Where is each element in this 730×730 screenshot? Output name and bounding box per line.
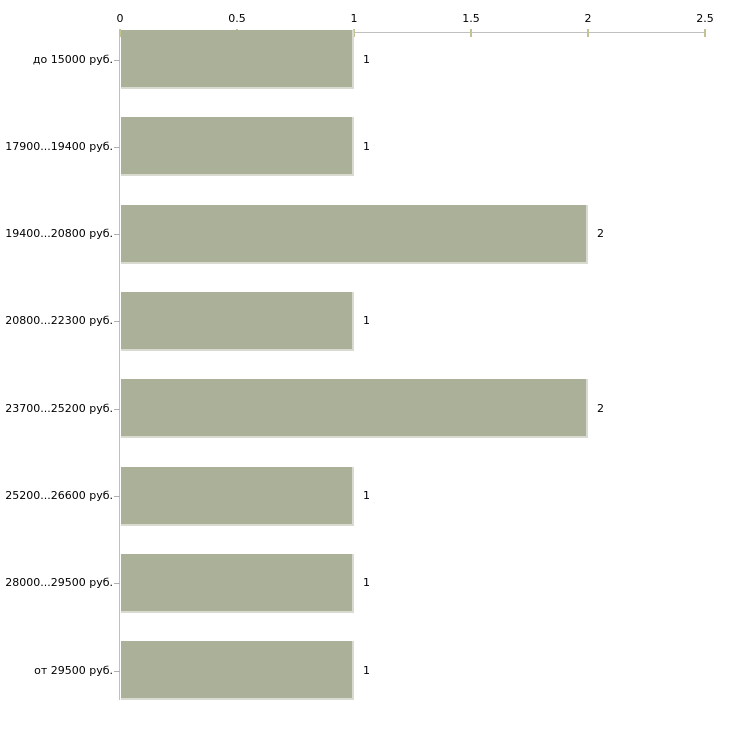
value-label: 1 <box>363 663 370 677</box>
y-tick-mark <box>114 234 120 235</box>
bar <box>121 117 354 177</box>
y-axis-line <box>119 32 120 700</box>
bar <box>121 291 354 351</box>
category-label: 17900...19400 руб. <box>5 139 113 153</box>
value-label: 1 <box>363 314 370 328</box>
category-label: от 29500 руб. <box>34 663 113 677</box>
x-tick-label: 1 <box>350 12 358 25</box>
x-tick-label: 0 <box>116 12 124 25</box>
category-label: 23700...25200 руб. <box>5 401 113 415</box>
y-tick-mark <box>114 321 120 322</box>
x-tick-label: 1.5 <box>462 12 480 25</box>
y-tick-mark <box>114 496 120 497</box>
bar <box>121 466 354 526</box>
y-tick-mark <box>114 409 120 410</box>
category-label: 20800...22300 руб. <box>5 314 113 328</box>
bar <box>121 641 354 701</box>
y-tick-mark <box>114 147 120 148</box>
x-tick-mark <box>587 29 589 37</box>
y-tick-mark <box>114 671 120 672</box>
bar <box>121 30 354 89</box>
category-label: 25200...26600 руб. <box>5 489 113 502</box>
x-tick-label: 2 <box>584 12 592 25</box>
bar <box>121 379 588 439</box>
value-label: 1 <box>363 139 370 153</box>
bar <box>121 204 588 264</box>
value-label: 1 <box>363 576 370 590</box>
y-tick-mark <box>114 60 120 61</box>
category-label: 19400...20800 руб. <box>5 227 113 241</box>
y-tick-mark <box>114 583 120 584</box>
value-label: 1 <box>363 52 370 66</box>
x-axis-line <box>120 32 706 33</box>
x-tick-mark <box>470 29 472 37</box>
bar <box>121 553 354 613</box>
category-label: 28000...29500 руб. <box>5 576 113 590</box>
x-tick-mark <box>704 29 706 37</box>
value-label: 2 <box>597 401 604 415</box>
value-label: 1 <box>363 489 370 502</box>
category-label: до 15000 руб. <box>32 52 113 66</box>
x-tick-label: 2.5 <box>696 12 714 25</box>
value-label: 2 <box>597 227 604 241</box>
x-tick-mark <box>353 29 355 37</box>
x-tick-mark <box>119 29 121 37</box>
x-tick-label: 0.5 <box>228 12 246 25</box>
